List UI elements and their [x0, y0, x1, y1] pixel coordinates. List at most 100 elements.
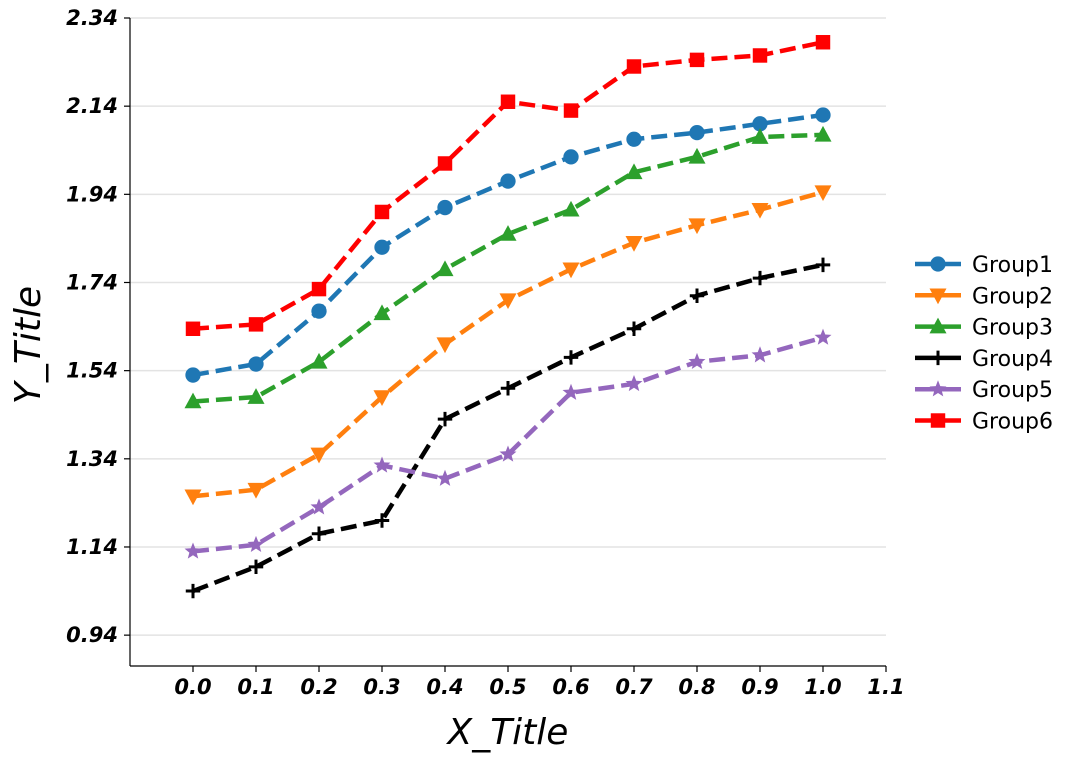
x-tick-label: 0.6 [552, 675, 589, 699]
x-tick-label: 1.0 [804, 675, 841, 699]
data-point [688, 352, 706, 370]
data-point [815, 107, 831, 123]
legend-item: Group3 [915, 316, 1053, 341]
series-group3 [184, 125, 832, 409]
data-point [751, 346, 769, 363]
data-point [563, 350, 579, 365]
x-tick-label: 0.0 [174, 675, 211, 699]
data-point [311, 303, 327, 319]
data-point [184, 392, 202, 409]
data-point [184, 489, 202, 506]
data-point [436, 337, 454, 354]
data-point [625, 236, 643, 252]
y-ticks: 0.94 1.14 1.34 1.54 1.74 1.94 2.14 2.34 [66, 6, 130, 647]
x-tick-label: 0.4 [426, 675, 463, 699]
data-point [248, 317, 264, 332]
y-axis-title: Y_Title [8, 286, 49, 404]
data-point [626, 59, 642, 74]
data-point [752, 270, 768, 286]
data-point [688, 147, 706, 164]
legend-label: Group3 [972, 316, 1053, 341]
legend-label: Group5 [972, 378, 1053, 403]
legend-label: Group6 [972, 410, 1053, 435]
data-point [562, 200, 580, 217]
data-point [436, 260, 454, 277]
legend-marker [929, 317, 947, 334]
data-point [374, 239, 390, 255]
x-ticks: 0.0 0.1 0.2 0.3 0.4 0.5 0.6 0.7 0.8 0.9 1.0 1.1 [174, 666, 905, 699]
series-line [192, 335, 824, 554]
data-point [310, 498, 328, 515]
series-line [192, 262, 824, 594]
data-point [500, 94, 516, 109]
series-line [192, 112, 824, 378]
data-point [563, 149, 579, 165]
series-group4 [185, 257, 831, 599]
data-point [185, 321, 201, 337]
series-group6 [185, 35, 831, 337]
data-point [499, 445, 517, 462]
y-tick-label: 1.34 [66, 447, 118, 471]
legend: Group1 Group2 Group3 Group4 Group5 Group6 [915, 253, 1053, 435]
data-point [248, 356, 264, 372]
data-point [815, 35, 831, 50]
y-tick-label: 2.14 [66, 94, 118, 118]
y-tick-label: 1.74 [66, 270, 118, 294]
data-point [247, 535, 265, 552]
legend-item: Group5 [915, 378, 1053, 403]
data-point [499, 225, 517, 241]
legend-marker [930, 413, 946, 428]
data-point [562, 262, 580, 279]
data-point [373, 304, 391, 321]
data-point [814, 185, 832, 202]
data-point [625, 374, 643, 392]
series-group1 [185, 107, 831, 383]
legend-marker [930, 256, 946, 272]
legend-item: Group2 [915, 284, 1053, 309]
legend-marker [929, 380, 947, 397]
data-point [184, 542, 202, 559]
data-point [814, 328, 832, 345]
data-point [437, 411, 453, 427]
x-tick-label: 0.9 [741, 675, 778, 699]
series-group5 [184, 328, 832, 559]
data-point [247, 482, 265, 499]
data-point [310, 352, 328, 369]
x-tick-label: 0.2 [300, 675, 337, 699]
data-point [752, 116, 768, 132]
legend-item: Group1 [915, 253, 1053, 278]
legend-label: Group1 [972, 253, 1053, 278]
y-tick-label: 0.94 [66, 623, 118, 647]
data-point [373, 456, 391, 473]
data-point [626, 321, 642, 337]
data-point [751, 202, 769, 219]
legend-item: Group6 [915, 410, 1053, 435]
legend-label: Group2 [972, 284, 1053, 309]
data-point [814, 125, 832, 142]
series-group2 [184, 185, 832, 506]
data-point [436, 469, 454, 486]
legend-marker [929, 288, 947, 305]
y-tick-label: 1.14 [66, 535, 118, 559]
data-point [689, 288, 705, 303]
data-point [689, 52, 705, 68]
data-point [563, 103, 579, 118]
data-point [751, 128, 769, 144]
data-point [374, 513, 390, 528]
x-tick-label: 0.1 [237, 675, 274, 699]
data-point [500, 381, 516, 396]
data-point [311, 526, 327, 541]
data-point [311, 281, 327, 297]
data-point [248, 559, 264, 575]
data-point [373, 390, 391, 407]
data-point [437, 156, 453, 171]
legend-item: Group4 [915, 347, 1053, 372]
x-tick-label: 0.8 [678, 675, 715, 699]
x-axis-title: X_Title [446, 712, 569, 753]
data-point [374, 204, 390, 220]
x-tick-label: 0.3 [363, 675, 400, 699]
data-point [689, 124, 705, 141]
x-tick-label: 0.5 [489, 675, 526, 699]
data-point [185, 583, 201, 599]
